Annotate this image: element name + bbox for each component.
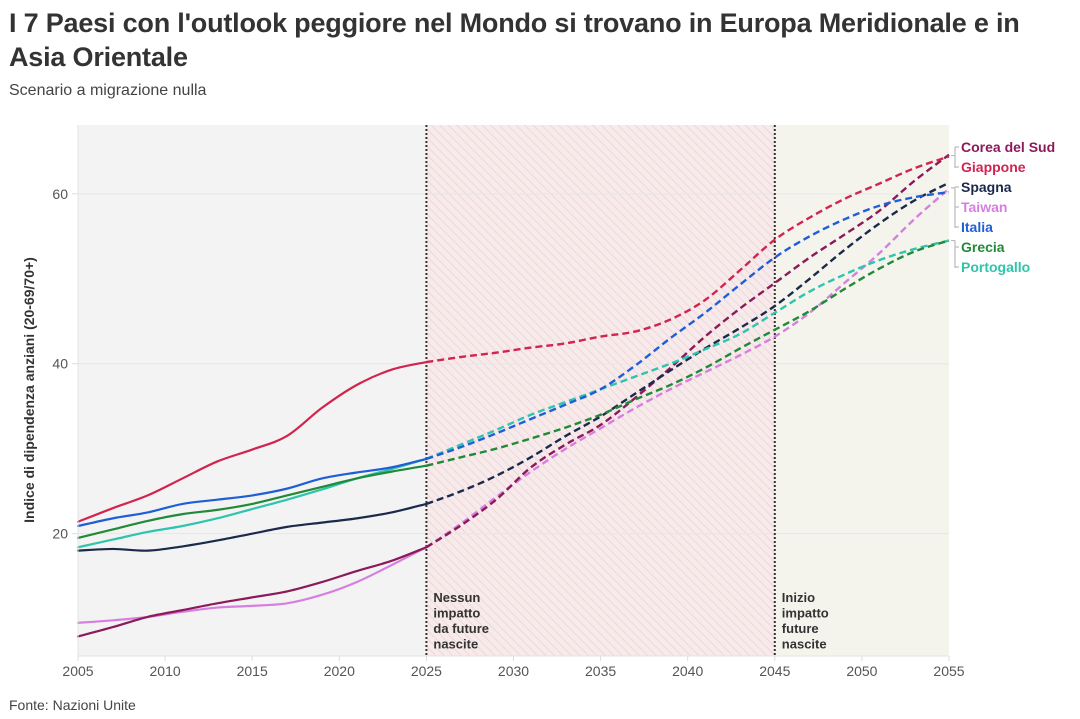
annotation-text: impatto: [433, 606, 480, 621]
x-tick-label: 2025: [411, 663, 442, 679]
legend: Corea del Sud Giappone Spagna Taiwan Italia G…: [951, 139, 1055, 275]
source-note: Fonte: Nazioni Unite: [9, 697, 136, 713]
legend-bracket: [951, 239, 956, 268]
x-tick-label: 2030: [498, 663, 529, 679]
series-line-corea-del-sud-historical: [76, 546, 428, 638]
legend-label-taiwan: Taiwan: [961, 199, 1007, 215]
series-line-giappone-historical: [76, 360, 428, 523]
series-line-spagna-projection: [425, 181, 950, 506]
series-line-portogallo-projection: [425, 239, 950, 461]
annotation-text: impatto: [782, 606, 829, 621]
series-lines: [76, 153, 950, 638]
annotation-text: da future: [433, 621, 489, 636]
legend-label-portogallo: Portogallo: [961, 259, 1030, 275]
annotation-text: future: [782, 621, 819, 636]
series-line-giappone-projection: [426, 155, 950, 364]
milestone-lines: [425, 125, 776, 656]
series-line-grecia-projection: [426, 239, 950, 467]
legend-bracket: [951, 187, 956, 228]
annotation-text: Nessun: [433, 590, 480, 605]
x-tick-label: 2020: [324, 663, 355, 679]
x-tick-label: 2005: [62, 663, 93, 679]
legend-label-spagna: Spagna: [961, 179, 1012, 195]
annotation-text: Inizio: [782, 590, 815, 605]
annotation-text: nascite: [433, 637, 478, 652]
legend-label-grecia: Grecia: [961, 239, 1005, 255]
series-line-grecia-historical: [76, 464, 428, 540]
chart-title: I 7 Paesi con l'outlook peggiore nel Mon…: [9, 8, 1020, 72]
y-tick-label: 60: [52, 186, 68, 202]
region-0: [78, 125, 427, 656]
x-tick-label: 2050: [846, 663, 877, 679]
legend-label-corea-del-sud: Corea del Sud: [961, 139, 1055, 155]
x-tick-label: 2010: [150, 663, 181, 679]
shaded-regions: [78, 125, 949, 656]
y-axis-title: Indice di dipendenza anziani (20-69/70+): [21, 257, 37, 523]
x-tick-label: 2055: [933, 663, 964, 679]
series-line-spagna-historical: [76, 502, 428, 552]
gridlines: [78, 193, 949, 535]
region-2: [774, 125, 949, 656]
legend-bracket: [951, 147, 956, 168]
legend-label-giappone: Giappone: [961, 159, 1026, 175]
series-line-italia-historical: [76, 457, 428, 528]
series-line-taiwan-historical: [76, 546, 428, 624]
x-tick-label: 2045: [759, 663, 790, 679]
chart-subtitle: Scenario a migrazione nulla: [9, 82, 207, 99]
y-axis: Indice di dipendenza anziani (20-69/70+)…: [21, 125, 79, 656]
y-tick-label: 20: [52, 526, 68, 542]
y-tick-label: 40: [52, 356, 68, 372]
series-line-corea-del-sud-projection: [425, 153, 950, 549]
x-axis: 2005 2010 2015 2020 2025 2030 2035 2040 2045 2050…: [62, 655, 965, 679]
series-line-italia-projection: [426, 190, 950, 461]
x-tick-label: 2040: [672, 663, 703, 679]
x-tick-label: 2015: [237, 663, 268, 679]
series-line-taiwan-projection: [425, 187, 950, 549]
annotation-text: nascite: [782, 637, 827, 652]
x-tick-label: 2035: [585, 663, 616, 679]
legend-label-italia: Italia: [961, 219, 993, 235]
